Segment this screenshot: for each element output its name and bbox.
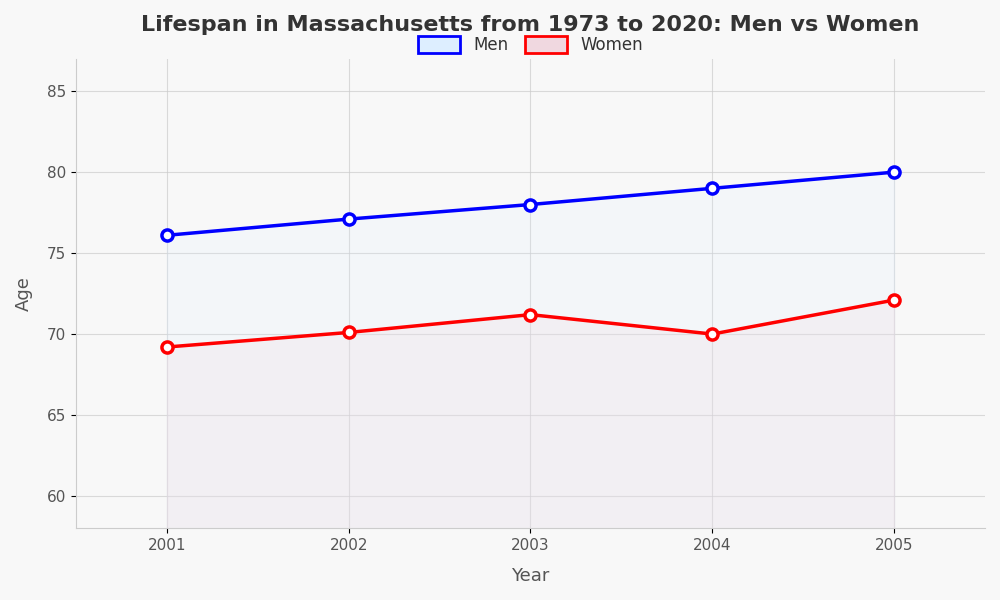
Title: Lifespan in Massachusetts from 1973 to 2020: Men vs Women: Lifespan in Massachusetts from 1973 to 2… bbox=[141, 15, 920, 35]
Legend: Men, Women: Men, Women bbox=[412, 29, 649, 61]
Y-axis label: Age: Age bbox=[15, 276, 33, 311]
X-axis label: Year: Year bbox=[511, 567, 550, 585]
